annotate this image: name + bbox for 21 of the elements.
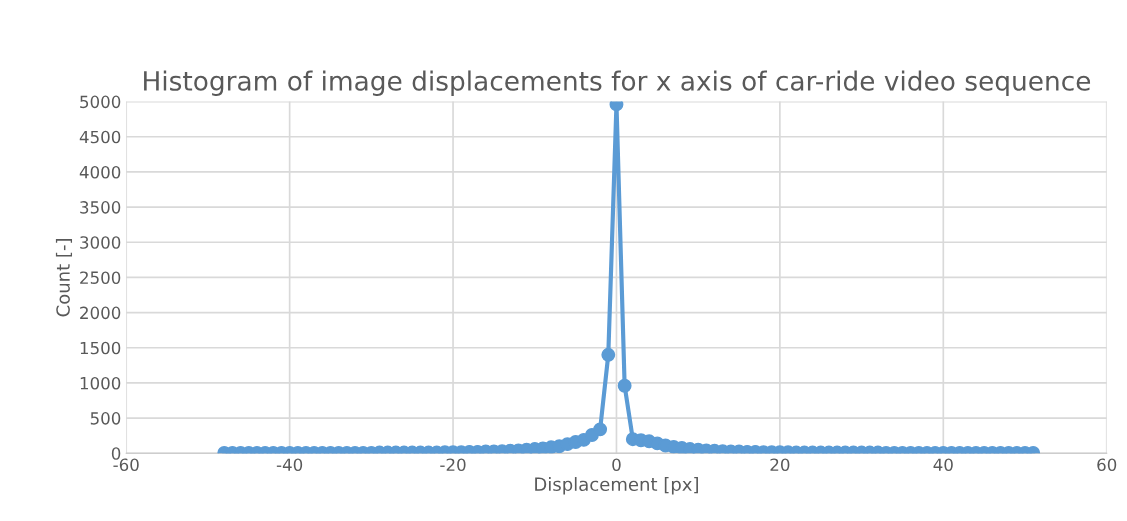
x-tick-label: -20 bbox=[440, 458, 466, 472]
y-tick-label: 1500 bbox=[80, 341, 121, 355]
x-tick-label: -40 bbox=[276, 458, 303, 472]
y-tick-label: 2000 bbox=[80, 306, 121, 320]
y-axis-title: Count [-] bbox=[55, 239, 73, 317]
y-tick-label: 1000 bbox=[80, 376, 121, 390]
x-tick-label: 20 bbox=[770, 458, 790, 472]
x-tick-label: -60 bbox=[113, 458, 139, 472]
y-tick-label: 3500 bbox=[80, 201, 121, 214]
y-tick-label: 2500 bbox=[80, 271, 121, 284]
y-tick-label: 500 bbox=[90, 412, 121, 425]
chart-title: Histogram of image displacements for x axis of car-ride video sequence bbox=[144, 70, 1091, 96]
x-tick-label: 40 bbox=[933, 458, 953, 472]
y-tick-label: 3000 bbox=[80, 236, 121, 249]
y-tick-label: 4500 bbox=[79, 130, 121, 144]
x-tick-label: 0 bbox=[612, 458, 621, 472]
y-tick-label: 0 bbox=[111, 447, 121, 460]
x-tick-label: 60 bbox=[1097, 458, 1117, 472]
y-tick-label: 4000 bbox=[79, 165, 121, 179]
y-tick-label: 5000 bbox=[80, 95, 121, 109]
x-axis-title: Displacement [px] bbox=[535, 477, 698, 495]
